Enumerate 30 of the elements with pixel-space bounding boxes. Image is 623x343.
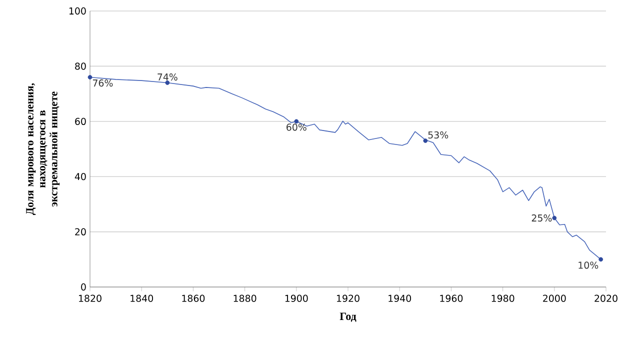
x-tick-label: 1980 [492,294,514,302]
y-tick-label: 40 [74,173,86,180]
x-tick-label: 1940 [388,294,412,302]
point [552,216,557,220]
y-tick-label: 100 [69,7,86,15]
point [88,75,92,80]
x-tick-label: 2020 [594,294,618,302]
x-tick-label: 2000 [543,294,566,302]
x-tick-label: 1840 [130,294,154,302]
y-tick-label: 20 [75,228,86,236]
y-tick-label: 0 [81,283,86,291]
data-label: 74% [158,73,178,81]
point [423,138,428,143]
data-label: 76% [92,79,113,87]
x-axis-title: Год [340,312,356,322]
data-label: 25% [532,214,552,222]
y-tick-label: 80 [75,62,86,70]
point [294,119,299,124]
x-tick-label: 1960 [440,294,463,302]
x-tick-label: 1860 [182,294,205,302]
x-tick-label: 1900 [285,294,308,302]
data-label: 60% [286,124,306,131]
y-tick-label: 60 [75,118,86,125]
data-label: 53% [428,131,448,139]
y-axis-title: Доля мирового населения, находящегося в экстремальной нищете [26,83,60,216]
x-tick-label: 1880 [234,294,256,302]
x-tick-label: 1820 [79,294,102,302]
point [598,257,604,262]
data-label: 10% [578,262,598,269]
x-tick-label: 1920 [337,294,360,302]
